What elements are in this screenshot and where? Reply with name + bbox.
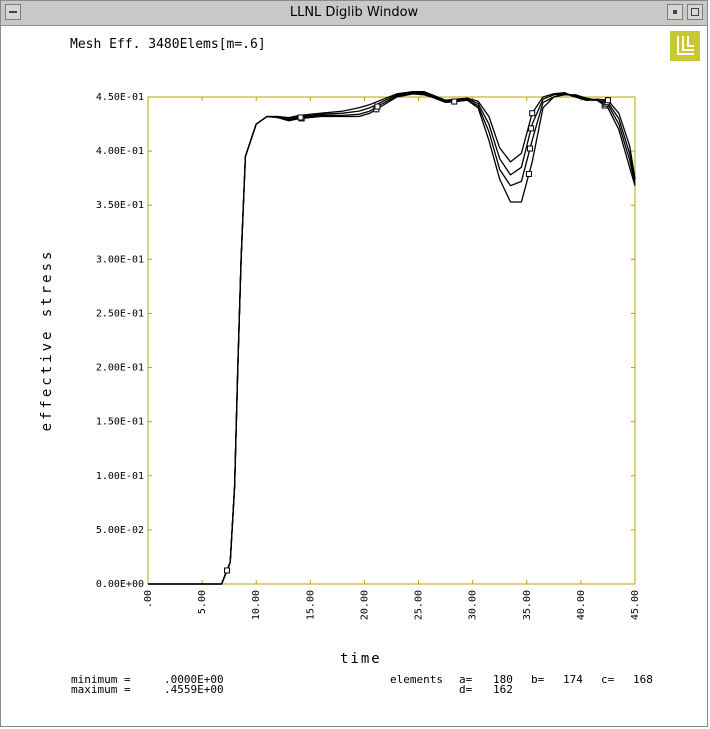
- x-tick-labels: .00 5.00 10.00 15.00 20.00 25.00 30.00 35.00 40.…: [143, 590, 641, 620]
- x-axis-label: time: [340, 651, 382, 667]
- y-tick-label: 4.50E-01: [96, 92, 144, 103]
- element-a-value: 180: [493, 673, 513, 686]
- series-lines: [148, 90, 636, 585]
- series-marker-b: [297, 114, 304, 121]
- y-tick-label: 3.00E-01: [96, 254, 144, 265]
- plot-frame: [147, 96, 636, 585]
- window-menu-button[interactable]: [5, 4, 21, 20]
- element-d-value: 162: [493, 683, 513, 696]
- x-tick-label: 45.00: [630, 590, 641, 620]
- x-tick-label: 40.00: [576, 590, 587, 620]
- series-line-c: [148, 90, 636, 585]
- x-tick-label: 35.00: [522, 590, 533, 620]
- x-tick-label: 20.00: [359, 590, 370, 620]
- series-marker-c: [528, 125, 535, 132]
- chart-title: Mesh Eff. 3480Elems[m=.6]: [70, 37, 266, 52]
- y-tick-label: 1.00E-01: [96, 471, 144, 482]
- x-tick-label: 5.00: [197, 590, 208, 614]
- series-marker-d: [604, 97, 611, 104]
- elements-label: elements: [390, 673, 443, 686]
- series-marker-a: [451, 98, 458, 105]
- y-tick-label: 4.00E-01: [96, 146, 144, 157]
- x-tick-label: 15.00: [305, 590, 316, 620]
- series-marker-a: [224, 567, 231, 574]
- axis-ticks: [147, 96, 636, 585]
- logo-square: [670, 31, 700, 61]
- minimum-label: minimum =: [71, 673, 131, 686]
- x-tick-label: 10.00: [251, 590, 262, 620]
- y-tick-label: 5.00E-02: [96, 525, 144, 536]
- element-d-label: d=: [459, 683, 473, 696]
- element-b-value: 174: [563, 673, 583, 686]
- x-tick-label: .00: [143, 590, 154, 608]
- title-bar[interactable]: LLNL Diglib Window: [1, 1, 707, 26]
- x-tick-label: 25.00: [414, 590, 425, 620]
- maximum-value: .4559E+00: [164, 683, 224, 696]
- y-tick-label: 3.50E-01: [96, 200, 144, 211]
- y-tick-label: 1.50E-01: [96, 417, 144, 428]
- series-line-b: [148, 92, 636, 585]
- series-marker-b: [374, 103, 381, 110]
- element-c-label: c=: [601, 673, 615, 686]
- maximum-label: maximum =: [71, 683, 131, 696]
- element-c-value: 168: [633, 673, 653, 686]
- minimize-button[interactable]: [667, 4, 683, 20]
- window-title: LLNL Diglib Window: [289, 5, 419, 20]
- x-tick-label: 30.00: [468, 590, 479, 620]
- y-tick-label: 2.50E-01: [96, 308, 144, 319]
- llnl-logo-icon: [670, 31, 700, 61]
- y-tick-labels: 0.00E+00 5.00E-02 1.00E-01 1.50E-01 2.00E-01…: [96, 92, 144, 590]
- series-line-a: [148, 93, 636, 585]
- maximize-button[interactable]: [687, 4, 703, 20]
- y-tick-label: 0.00E+00: [96, 579, 144, 590]
- series-marker-d: [529, 110, 536, 117]
- element-a-label: a=: [459, 673, 473, 686]
- series-line-d: [148, 90, 636, 585]
- minimum-value: .0000E+00: [164, 673, 224, 686]
- y-axis-label: effective stress: [39, 249, 55, 432]
- element-b-label: b=: [531, 673, 545, 686]
- series-marker-b: [527, 145, 534, 152]
- series-markers: [224, 97, 611, 574]
- y-tick-label: 2.00E-01: [96, 363, 144, 374]
- series-marker-a: [525, 170, 532, 177]
